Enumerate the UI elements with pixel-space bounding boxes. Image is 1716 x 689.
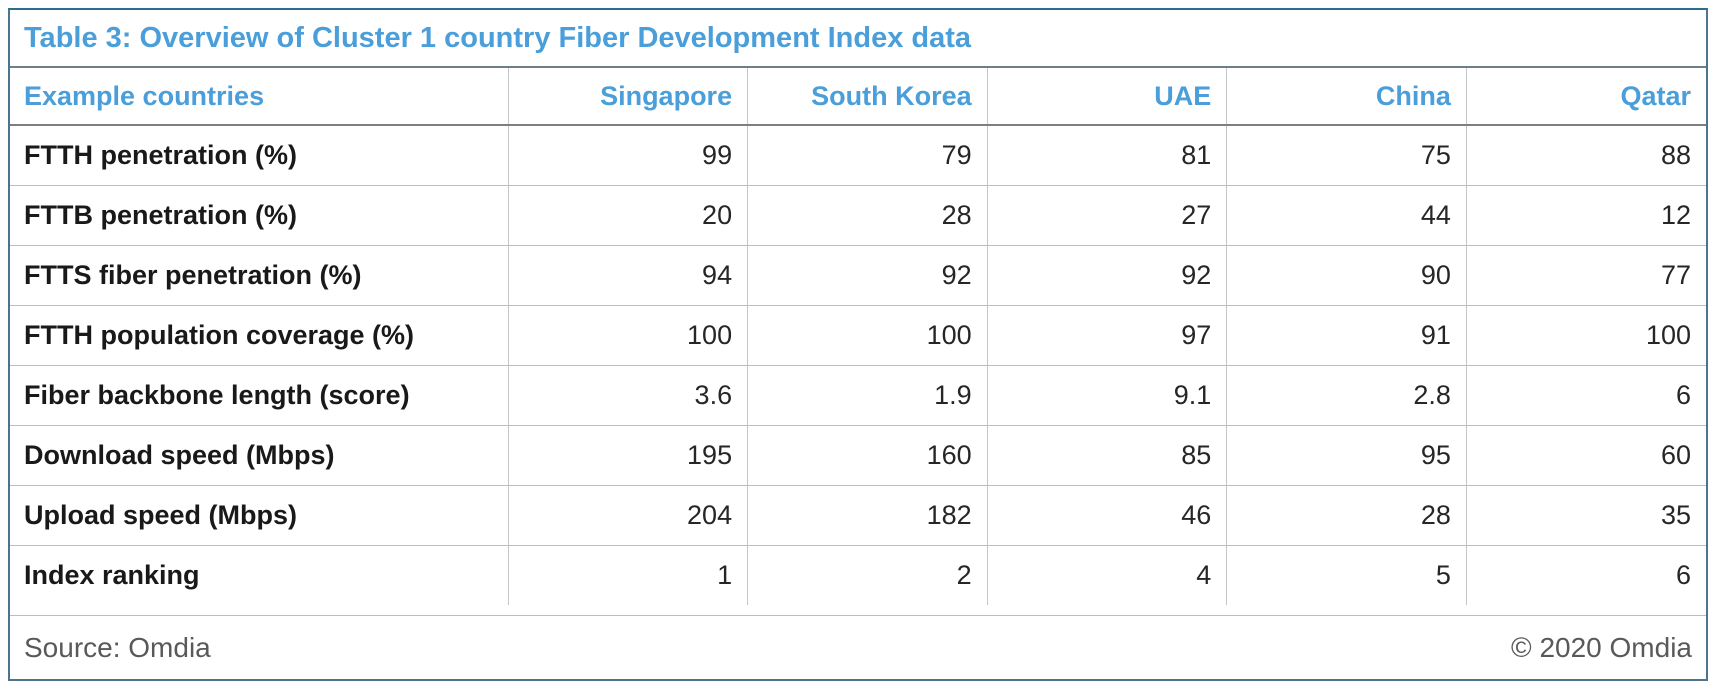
table-figure-card: Table 3: Overview of Cluster 1 country F… (8, 8, 1708, 681)
cell-value: 27 (986, 185, 1227, 246)
row-label-ftth-penetration: FTTH penetration (%) (10, 125, 508, 186)
cell-value: 100 (747, 305, 988, 366)
row-label-index-ranking: Index ranking (24, 559, 200, 590)
cell-value: 92 (747, 245, 988, 306)
cell-value: 92 (986, 245, 1227, 306)
cell-value: 77 (1465, 245, 1706, 306)
table-row: FTTH population coverage (%) 100 100 97 … (10, 305, 1706, 366)
cell-value: 3.6 (507, 365, 748, 426)
cell-value: 6 (1465, 545, 1706, 605)
cell-value: 94 (507, 245, 748, 306)
cell-value: 85 (986, 425, 1227, 486)
cell-value: 195 (507, 425, 748, 486)
table-row: FTTH penetration (%) 99 79 81 75 88 (10, 125, 1706, 186)
cell-value: 91 (1226, 305, 1467, 366)
cell-value: 6 (1465, 365, 1706, 426)
cell-value: 1.9 (747, 365, 988, 426)
cell-value: 182 (747, 485, 988, 546)
column-header-uae: UAE (986, 68, 1227, 126)
cell-value: 95 (1226, 425, 1467, 486)
table-row: FTTS fiber penetration (%) 94 92 92 90 7… (10, 245, 1706, 306)
cell-value: 44 (1226, 185, 1467, 246)
cell-value: 100 (507, 305, 748, 366)
row-label-ftts-fiber-penetration: FTTS fiber penetration (%) (10, 245, 508, 306)
cell-value: 1 (507, 545, 748, 605)
cell-value: 28 (747, 185, 988, 246)
cell-value: 28 (1226, 485, 1467, 546)
cell-value: 79 (747, 125, 988, 186)
row-label-upload-speed: Upload speed (Mbps) (10, 485, 508, 546)
cell-value: 100 (1465, 305, 1706, 366)
table-row: Download speed (Mbps) 195 160 85 95 60 (10, 425, 1706, 486)
column-header-south-korea: South Korea (747, 68, 988, 126)
cell-value: 9.1 (986, 365, 1227, 426)
cell-value: 35 (1465, 485, 1706, 546)
row-label-fiber-backbone-length: Fiber backbone length (score) (10, 365, 508, 426)
table-title: Table 3: Overview of Cluster 1 country F… (10, 10, 1706, 68)
cell-value: 160 (747, 425, 988, 486)
cell-value: 12 (1465, 185, 1706, 246)
cell-value: 75 (1226, 125, 1467, 186)
row-label-download-speed: Download speed (Mbps) (10, 425, 508, 486)
row-label-ftth-population-coverage: FTTH population coverage (%) (10, 305, 508, 366)
cell-value: 88 (1465, 125, 1706, 186)
table-row: Index ranking 1 2 4 5 6 (10, 545, 1706, 605)
cell-value: 97 (986, 305, 1227, 366)
cell-value: 20 (507, 185, 748, 246)
table-row: Fiber backbone length (score) 3.6 1.9 9.… (10, 365, 1706, 426)
cell-value: 4 (986, 545, 1227, 605)
table-row: Upload speed (Mbps) 204 182 46 28 35 (10, 485, 1706, 546)
table-row: FTTB penetration (%) 20 28 27 44 12 (10, 185, 1706, 246)
cell-value: 204 (507, 485, 748, 546)
column-header-qatar: Qatar (1465, 68, 1706, 126)
cell-value: 2.8 (1226, 365, 1467, 426)
cell-value: 90 (1226, 245, 1467, 306)
table-header-row: Example countries Singapore South Korea … (10, 68, 1706, 126)
table-title-text: Table 3: Overview of Cluster 1 country F… (24, 21, 972, 54)
cell-value: 99 (507, 125, 748, 186)
copyright-note: © 2020 Omdia (1511, 631, 1692, 663)
column-header-china: China (1226, 68, 1467, 126)
column-header-example-countries: Example countries (10, 68, 508, 126)
cell-value: 2 (747, 545, 988, 605)
row-label-fttb-penetration: FTTB penetration (%) (10, 185, 508, 246)
cell-value: 60 (1465, 425, 1706, 486)
table-footer: Source: Omdia © 2020 Omdia (10, 615, 1706, 679)
cell-value: 46 (986, 485, 1227, 546)
source-note: Source: Omdia (24, 631, 211, 663)
cell-value: 5 (1226, 545, 1467, 605)
cell-value: 81 (986, 125, 1227, 186)
fiber-development-index-table: Example countries Singapore South Korea … (10, 68, 1706, 605)
column-header-singapore: Singapore (507, 68, 748, 126)
